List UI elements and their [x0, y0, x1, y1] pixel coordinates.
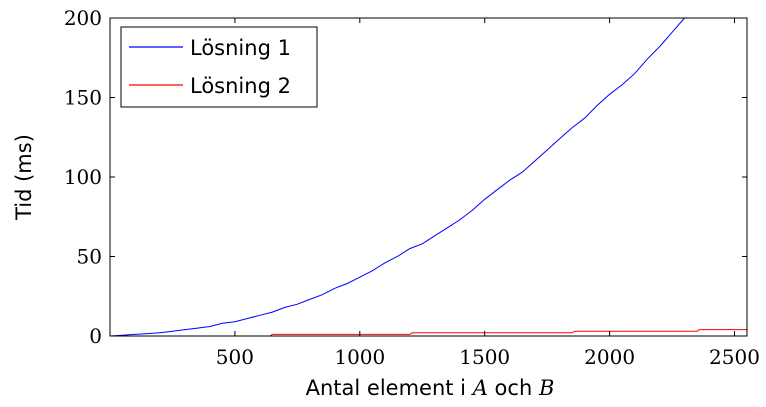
legend-label-losning-2: Lösning 2 [190, 74, 291, 98]
series-line-1 [109, 17, 685, 337]
y-tick-label: 0 [89, 324, 102, 348]
x-axis-label-part-1: Antal element i [306, 376, 473, 400]
x-axis-label-part-2: och [488, 376, 539, 400]
y-tick-label: 200 [64, 6, 102, 30]
axis-ticks: 500 1000 1500 2000 2500 0 50 100 150 200 [64, 6, 760, 369]
x-tick-label: 2000 [584, 345, 635, 369]
y-axis-label: Tid (ms) [12, 134, 36, 221]
y-tick-label: 100 [64, 165, 102, 189]
x-axis-label-symbol-b: B [538, 376, 554, 400]
y-tick-label: 150 [64, 86, 102, 110]
series-lines [109, 17, 747, 337]
y-tick-label: 50 [77, 245, 102, 269]
x-tick-label: 500 [216, 345, 254, 369]
x-axis-label: Antal element i A och B [306, 376, 555, 400]
legend: Lösning 1 Lösning 2 [120, 26, 318, 108]
legend-label-losning-1: Lösning 1 [190, 36, 291, 60]
legend-box [120, 26, 318, 108]
x-axis-label-symbol-a: A [471, 376, 488, 400]
x-tick-label: 2500 [709, 345, 760, 369]
series-line-2 [110, 329, 747, 337]
x-tick-label: 1000 [334, 345, 385, 369]
x-tick-label: 1500 [459, 345, 510, 369]
